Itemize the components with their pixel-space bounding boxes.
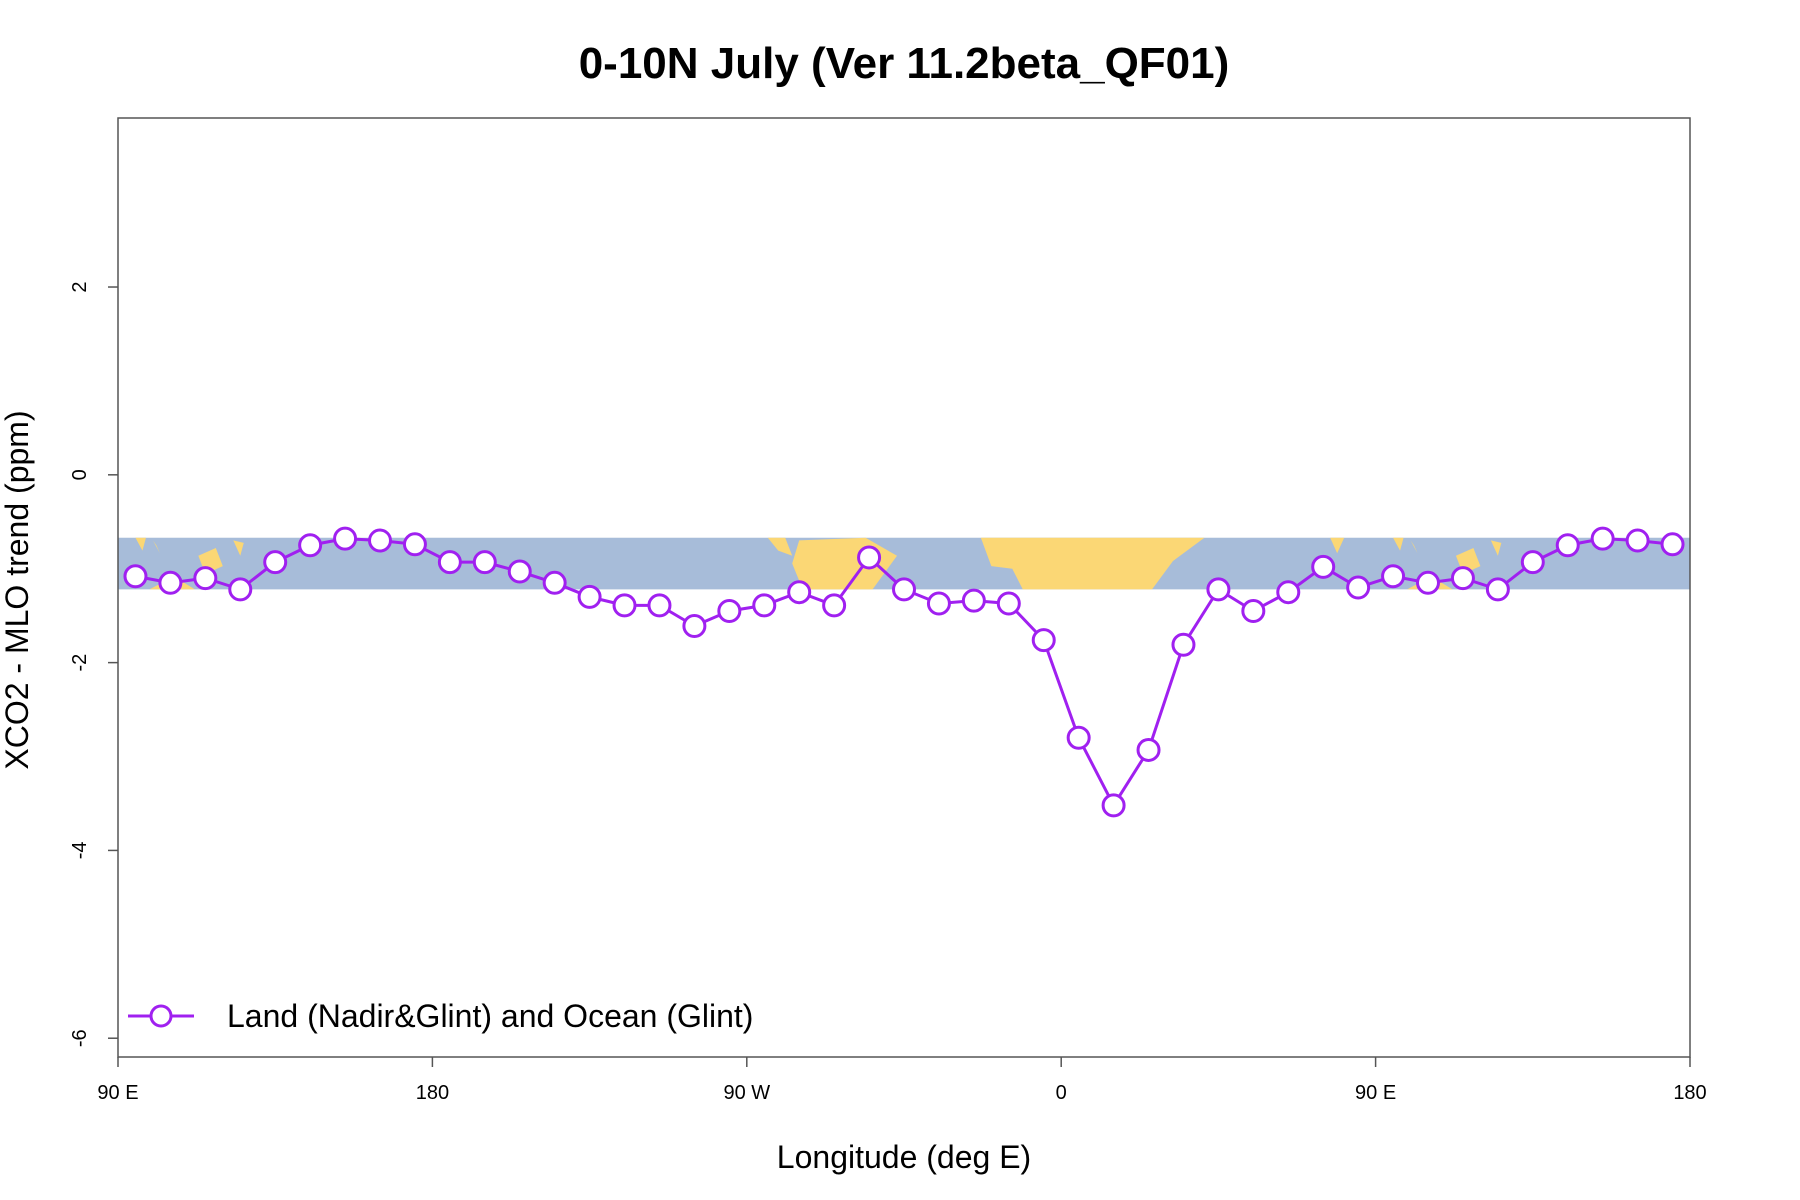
- data-point: [1276, 580, 1301, 605]
- map-land-africa: [980, 537, 1205, 590]
- map-land-india-tip: [1330, 537, 1345, 554]
- data-point: [752, 593, 777, 618]
- map-land-islet-0: [152, 540, 160, 554]
- map-land-central-america: [767, 537, 793, 556]
- y-tick-label: -6: [69, 1029, 91, 1047]
- data-point: [402, 532, 427, 557]
- plot-frame: [117, 117, 1691, 1058]
- data-point: [1206, 577, 1231, 602]
- data-point: [123, 564, 148, 589]
- legend: Land (Nadir&Glint) and Ocean (Glint): [128, 998, 753, 1034]
- data-point: [1311, 554, 1336, 579]
- data-point: [1066, 725, 1091, 750]
- data-point: [1416, 570, 1440, 595]
- data-point: [298, 533, 323, 558]
- data-point: [682, 613, 707, 638]
- data-point: [1381, 564, 1406, 589]
- y-tick-label: 0: [69, 469, 91, 480]
- data-point: [577, 584, 602, 609]
- legend-marker: [149, 1004, 173, 1028]
- data-point: [263, 550, 288, 575]
- data-point: [717, 598, 742, 623]
- map-land-peninsula-0: [135, 537, 146, 551]
- data-point: [1101, 793, 1126, 818]
- x-tick-label: 90 W: [723, 1082, 770, 1104]
- data-point: [1660, 532, 1685, 557]
- data-point: [507, 559, 532, 584]
- data-point: [1520, 550, 1545, 575]
- data-point: [228, 577, 253, 602]
- y-tick-label: 2: [69, 281, 91, 292]
- data-point: [961, 588, 986, 613]
- data-point: [926, 591, 951, 616]
- data-point: [612, 593, 637, 618]
- data-point: [368, 528, 392, 553]
- data-point: [1625, 528, 1650, 553]
- data-point: [1346, 575, 1371, 600]
- data-point: [1241, 598, 1266, 623]
- data-point: [787, 580, 812, 605]
- y-tick-label: -4: [69, 842, 91, 860]
- data-point: [1590, 526, 1615, 551]
- data-point: [437, 550, 462, 575]
- data-point: [1485, 577, 1510, 602]
- y-axis-label: XCO2 - MLO trend (ppm): [0, 410, 35, 769]
- x-tick-label: 0: [1056, 1082, 1067, 1104]
- x-tick-label: 180: [1673, 1082, 1706, 1104]
- data-point: [857, 545, 882, 570]
- map-land-islands-0: [233, 540, 244, 556]
- legend-label: Land (Nadir&Glint) and Ocean (Glint): [227, 998, 753, 1034]
- y-tick-label: -2: [69, 654, 91, 672]
- data-point: [472, 550, 497, 575]
- data-point: [647, 593, 672, 618]
- map-land-peninsula-1: [1393, 537, 1404, 551]
- data-point: [822, 593, 847, 618]
- data-point: [1136, 737, 1161, 762]
- plot-area: 90 E 180 90 W 0 90 E 180 -6 -4 -2 0 2: [69, 117, 1707, 1104]
- x-axis-label: Longitude (deg E): [777, 1139, 1031, 1175]
- data-point: [193, 566, 218, 591]
- data-point: [892, 577, 916, 602]
- map-land-islet-1: [1410, 540, 1418, 554]
- data-point: [1450, 566, 1475, 591]
- data-point: [1031, 628, 1056, 653]
- data-point: [996, 591, 1021, 616]
- data-point: [1171, 632, 1196, 657]
- x-tick-label: 90 E: [1355, 1082, 1396, 1104]
- x-tick-label: 180: [416, 1082, 449, 1104]
- data-point: [1555, 533, 1580, 558]
- chart-title: 0-10N July (Ver 11.2beta_QF01): [579, 39, 1230, 88]
- map-land-islands-1: [1490, 540, 1502, 556]
- data-point: [542, 570, 567, 595]
- data-point: [333, 526, 358, 551]
- x-tick-label: 90 E: [97, 1082, 138, 1104]
- data-point: [158, 570, 183, 595]
